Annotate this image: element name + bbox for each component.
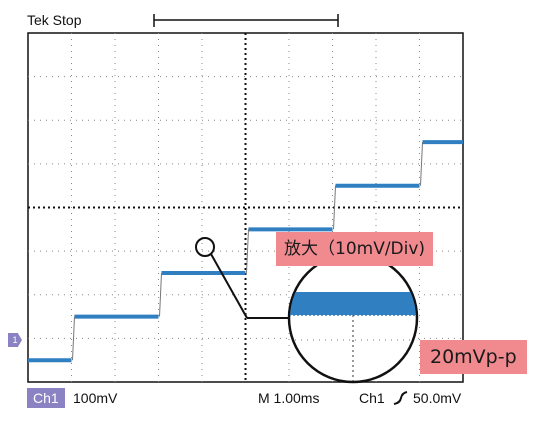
- timebase: M 1.00ms: [258, 390, 320, 406]
- trace-edge-3: [246, 229, 249, 273]
- graticule-grid: [28, 33, 463, 382]
- ripple-label: 20mVp-p: [420, 340, 527, 374]
- trace-edge-4: [333, 185, 336, 230]
- zoom-label: 放大（10mV/Div): [276, 232, 434, 266]
- rising-edge-icon: [393, 391, 408, 405]
- trigger-source: Ch1: [359, 390, 385, 406]
- channel-1-ground-marker: 1: [8, 333, 22, 347]
- ch1-waveform: [28, 140, 463, 363]
- trace-edge-2: [159, 272, 162, 317]
- status-bar: Ch1 100mV M 1.00ms Ch1 50.0mV: [0, 388, 542, 410]
- trace-edge-5: [420, 142, 423, 186]
- vertical-scale: 100mV: [73, 390, 118, 406]
- zoomed-ripple-band: [290, 292, 416, 315]
- acquisition-status: Tek Stop: [27, 12, 82, 28]
- magnifier-lens: [287, 252, 419, 384]
- oscilloscope-screen: [27, 14, 464, 384]
- zoom-callout: [195, 237, 419, 384]
- zoom-pointer-line-1: [210, 253, 248, 319]
- trace-edge-1: [72, 316, 75, 361]
- zoom-source-circle: [195, 237, 215, 257]
- trigger-level: 50.0mV: [413, 390, 462, 406]
- channel-badge[interactable]: Ch1: [27, 388, 65, 408]
- trigger-position-bracket: [153, 14, 339, 27]
